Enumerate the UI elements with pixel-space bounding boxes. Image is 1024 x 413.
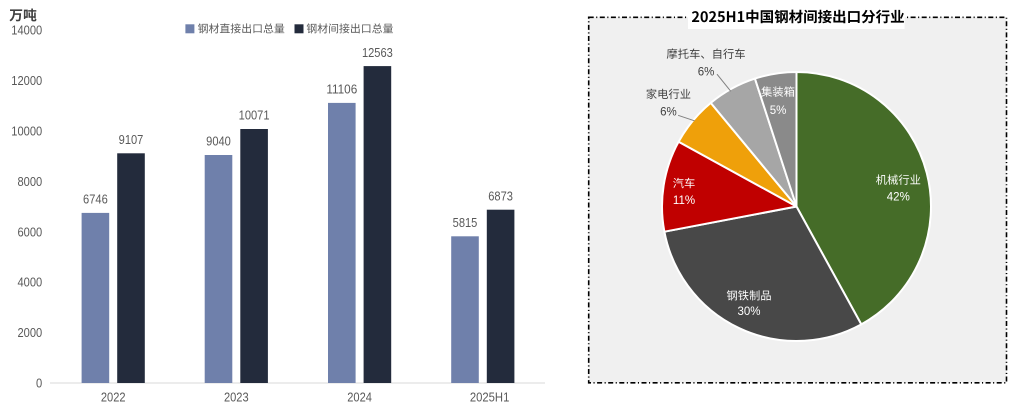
svg-text:11%: 11% [673,195,695,207]
svg-text:2025H1: 2025H1 [470,391,510,405]
svg-text:0: 0 [36,377,42,391]
svg-text:42%: 42% [887,192,910,204]
svg-text:6746: 6746 [83,193,108,207]
svg-text:6873: 6873 [488,189,513,203]
svg-text:2022: 2022 [101,391,126,405]
svg-text:12000: 12000 [11,74,42,88]
svg-text:10071: 10071 [239,109,270,123]
svg-text:9040: 9040 [206,135,231,149]
svg-text:9107: 9107 [119,133,144,147]
svg-text:2023: 2023 [224,391,249,405]
svg-text:4000: 4000 [18,276,43,290]
svg-text:30%: 30% [737,306,760,318]
svg-text:11106: 11106 [326,83,357,97]
svg-text:5%: 5% [770,105,787,117]
svg-text:14000: 14000 [11,24,42,38]
svg-text:6000: 6000 [18,225,43,239]
svg-text:2000: 2000 [18,326,43,340]
svg-text:10000: 10000 [11,124,42,138]
svg-text:8000: 8000 [18,175,43,189]
svg-text:5815: 5815 [453,216,478,230]
svg-text:12563: 12563 [362,46,393,60]
svg-text:6%: 6% [660,106,677,118]
svg-text:6%: 6% [698,66,715,78]
svg-text:2024: 2024 [347,391,372,405]
